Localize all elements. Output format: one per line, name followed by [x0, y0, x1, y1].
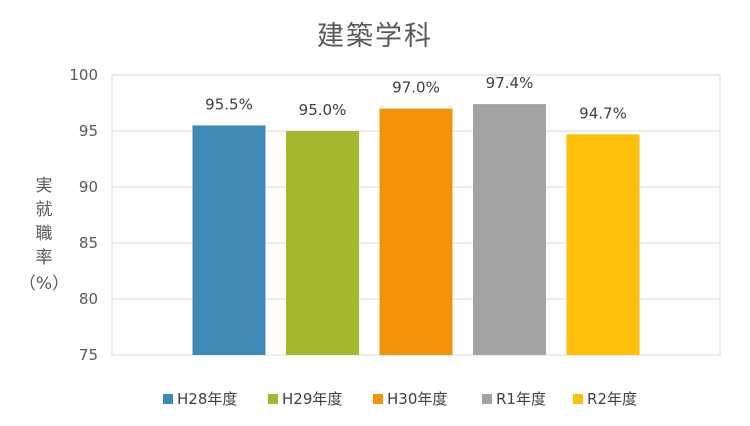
legend-swatch — [163, 394, 173, 404]
chart-title: 建築学科 — [317, 21, 433, 52]
legend-swatch — [573, 394, 583, 404]
y-tick-label: 75 — [79, 346, 98, 364]
legend-label: H28年度 — [177, 390, 237, 408]
y-axis-label-char: 職 — [36, 224, 53, 244]
y-tick-label: 100 — [69, 66, 98, 84]
y-tick-label: 90 — [79, 178, 98, 196]
y-axis-unit: （%） — [19, 274, 69, 294]
legend-swatch — [268, 394, 278, 404]
data-label: 95.5% — [205, 95, 253, 113]
legend: H28年度 H29年度 H30年度 R1年度 R2年度 — [163, 390, 637, 408]
y-tick-label: 85 — [79, 234, 98, 252]
legend-label: H29年度 — [282, 390, 342, 408]
data-labels: 95.5% 95.0% 97.0% 97.4% 94.7% — [205, 74, 627, 122]
data-label: 97.4% — [486, 74, 534, 92]
data-label: 95.0% — [299, 101, 347, 119]
legend-swatch — [373, 394, 383, 404]
y-tick-label: 80 — [79, 290, 98, 308]
bar — [473, 104, 546, 356]
legend-label: R1年度 — [496, 390, 546, 408]
y-axis-ticks: 75 80 85 90 95 100 — [69, 66, 98, 364]
bar — [286, 131, 359, 355]
legend-label: R2年度 — [587, 390, 637, 408]
legend-label: H30年度 — [387, 390, 447, 408]
y-axis-label-char: 就 — [36, 200, 53, 220]
data-label: 94.7% — [579, 104, 627, 122]
bar — [379, 108, 453, 355]
bar — [566, 134, 640, 355]
legend-swatch — [482, 394, 492, 404]
bar — [192, 125, 266, 356]
data-label: 97.0% — [392, 79, 440, 97]
y-tick-label: 95 — [79, 122, 98, 140]
y-axis-label-char: 実 — [36, 176, 53, 196]
y-axis-label-char: 率 — [36, 248, 53, 268]
bars — [192, 104, 640, 356]
